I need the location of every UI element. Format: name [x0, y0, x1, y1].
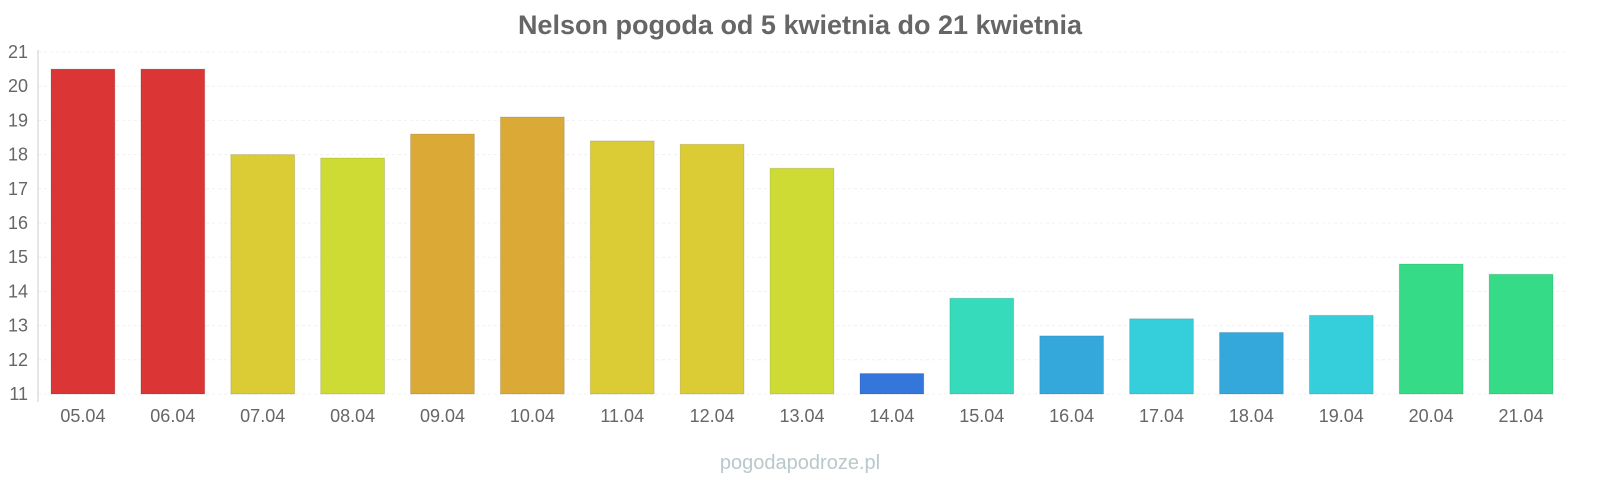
y-tick-label: 13: [8, 316, 28, 336]
bar-18.04[interactable]: [1219, 331, 1284, 395]
watermark-text: pogodapodroze.pl: [719, 452, 881, 474]
bar-16.04[interactable]: [1039, 335, 1105, 395]
x-tick-label: 12.04: [690, 406, 735, 426]
bar-05.04[interactable]: [50, 68, 116, 395]
x-tick-label: 13.04: [779, 406, 824, 426]
y-tick-label: 18: [8, 145, 28, 165]
x-tick-label: 18.04: [1229, 406, 1274, 426]
y-tick-label: 19: [8, 110, 28, 130]
bar-14.04[interactable]: [859, 372, 925, 395]
bar-17.04[interactable]: [1129, 318, 1194, 395]
bar-08.04[interactable]: [320, 157, 385, 395]
y-tick-label: 17: [8, 179, 28, 199]
y-tick-label: 14: [8, 281, 28, 301]
x-tick-label: 11.04: [600, 406, 644, 426]
bar-15.04[interactable]: [949, 297, 1015, 395]
bar-06.04[interactable]: [140, 68, 206, 395]
y-tick-label: 12: [8, 350, 28, 370]
bar-07.04[interactable]: [230, 154, 296, 395]
x-tick-label: 07.04: [240, 406, 285, 426]
x-tick-label: 08.04: [330, 406, 375, 426]
x-tick-label: 16.04: [1049, 406, 1094, 426]
bar-11.04[interactable]: [589, 140, 655, 395]
bar-12.04[interactable]: [679, 143, 745, 395]
bar-13.04[interactable]: [769, 167, 835, 395]
bar-19.04[interactable]: [1308, 314, 1374, 395]
y-tick-label: 21: [8, 42, 28, 62]
bar-20.04[interactable]: [1398, 263, 1464, 395]
x-tick-label: 20.04: [1409, 406, 1454, 426]
x-tick-label: 10.04: [510, 406, 555, 426]
x-tick-label: 06.04: [150, 406, 195, 426]
bar-21.04[interactable]: [1488, 273, 1554, 395]
bars: [50, 68, 1554, 395]
tick-labels: 11 12 13 14 15 16 17 18 19 20 21 05.04 06.04 07.04 08.…: [8, 42, 1544, 426]
x-tick-label: 15.04: [959, 406, 1004, 426]
x-tick-label: 19.04: [1319, 406, 1364, 426]
x-tick-label: 21.04: [1499, 406, 1544, 426]
x-tick-label: 05.04: [60, 406, 105, 426]
y-tick-label: 20: [8, 76, 28, 96]
x-tick-label: 17.04: [1139, 406, 1184, 426]
y-tick-label: 16: [8, 213, 28, 233]
chart-title: Nelson pogoda od 5 kwietnia do 21 kwietn…: [517, 10, 1083, 40]
x-tick-label: 14.04: [869, 406, 914, 426]
y-tick-label: 11: [9, 384, 28, 404]
y-tick-label: 15: [8, 247, 28, 267]
x-tick-label: 09.04: [420, 406, 465, 426]
bar-10.04[interactable]: [499, 116, 565, 395]
bar-09.04[interactable]: [410, 133, 475, 395]
